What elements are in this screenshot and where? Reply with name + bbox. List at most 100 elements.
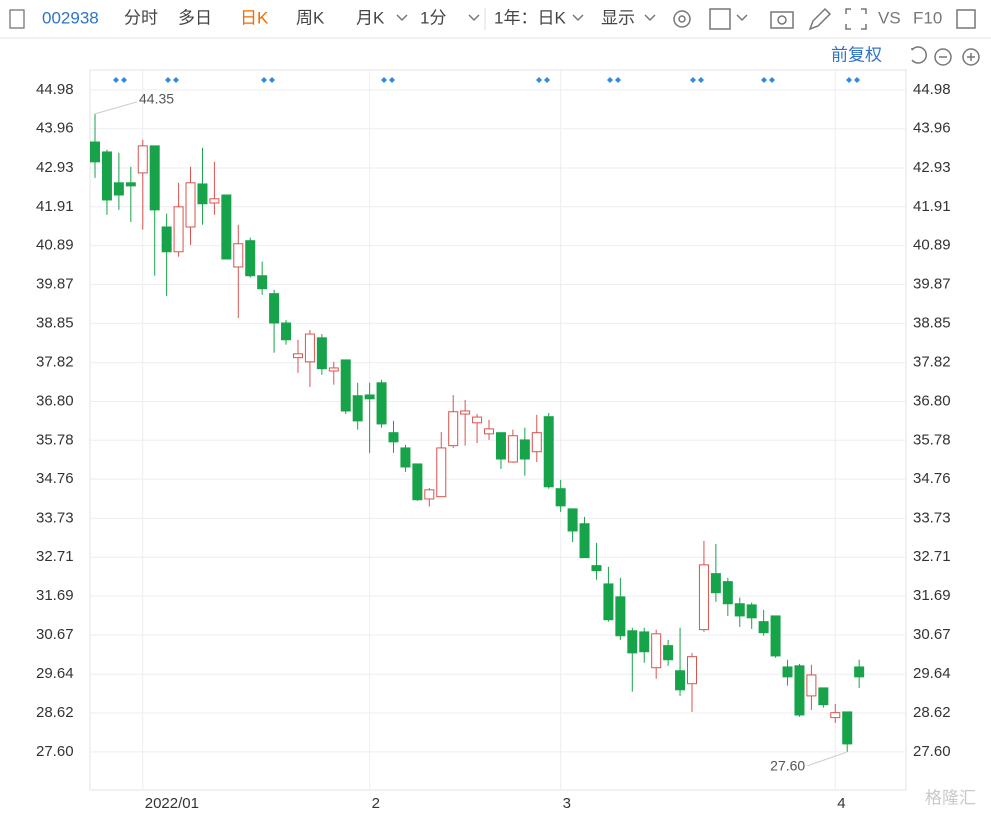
- panel-icon[interactable]: [956, 9, 976, 29]
- min-label: 27.60: [770, 758, 805, 774]
- event-marker: [381, 77, 387, 83]
- dropdown-arrow[interactable]: [572, 14, 584, 22]
- y-tick-label-right: 40.89: [913, 237, 951, 254]
- dropdown-arrow[interactable]: [468, 14, 480, 22]
- y-tick-label-right: 31.69: [913, 587, 951, 604]
- adjust-button[interactable]: 前复权: [831, 45, 882, 64]
- candle-body: [842, 711, 853, 745]
- candle-body: [364, 394, 375, 400]
- event-marker: [544, 77, 550, 83]
- dropdown-arrow[interactable]: [396, 14, 408, 22]
- candle-body: [830, 712, 841, 719]
- dropdown-arrow[interactable]: [736, 14, 748, 22]
- candle-body: [567, 508, 578, 532]
- vs-button[interactable]: VS: [878, 8, 901, 27]
- y-tick-label-right: 30.67: [913, 626, 951, 643]
- color-icon[interactable]: [709, 8, 731, 30]
- settings-icon-core: [678, 15, 686, 23]
- zoom-out-icon[interactable]: [934, 48, 952, 66]
- candle-body: [507, 435, 518, 463]
- candle-body: [460, 410, 471, 415]
- event-marker: [113, 77, 119, 83]
- tab[interactable]: 分时: [124, 8, 158, 27]
- event-marker: [761, 77, 767, 83]
- candle-body: [101, 151, 112, 201]
- candle-body: [543, 416, 554, 488]
- x-tick-label: 2: [372, 795, 380, 812]
- candle-body: [328, 367, 339, 372]
- tab[interactable]: 多日: [178, 8, 212, 27]
- x-tick-label: 2022/01: [145, 795, 199, 812]
- event-marker: [389, 77, 395, 83]
- candle-body: [639, 631, 650, 653]
- event-marker: [173, 77, 179, 83]
- candle-body: [758, 621, 769, 634]
- f10-button[interactable]: F10: [913, 8, 942, 27]
- candle-body: [579, 523, 590, 559]
- tab[interactable]: 月K: [356, 8, 385, 27]
- y-tick-label: 33.73: [36, 509, 74, 526]
- max-leader: [94, 101, 138, 115]
- y-tick-label: 40.89: [36, 237, 74, 254]
- dropdown-arrow[interactable]: [644, 14, 656, 22]
- candle-body: [687, 656, 697, 685]
- candle-body: [651, 633, 662, 669]
- reset-icon[interactable]: [911, 46, 927, 64]
- candle-body: [663, 645, 674, 661]
- candle-body: [555, 488, 566, 507]
- candle-body: [484, 428, 495, 435]
- event-marker: [261, 77, 267, 83]
- candle-body: [197, 183, 208, 205]
- candle-body: [615, 596, 626, 637]
- y-tick-label: 32.71: [36, 548, 74, 565]
- candle-body: [376, 382, 387, 425]
- y-tick-label: 27.60: [36, 743, 74, 760]
- y-tick-label: 35.78: [36, 431, 74, 448]
- candle-body: [519, 439, 530, 460]
- y-tick-label-right: 35.78: [913, 431, 951, 448]
- candle-body: [90, 141, 100, 163]
- min-leader: [807, 751, 848, 767]
- candle-body: [340, 359, 351, 412]
- tab[interactable]: 周K: [296, 8, 325, 27]
- interval[interactable]: 1分: [420, 8, 446, 27]
- y-tick-label: 41.91: [36, 198, 74, 215]
- y-tick-label: 39.87: [36, 275, 74, 292]
- draw-icon[interactable]: [808, 7, 832, 31]
- y-tick-label-right: 33.73: [913, 509, 951, 526]
- candle-body: [257, 275, 268, 290]
- y-tick-label-right: 32.71: [913, 548, 951, 565]
- candle-body: [292, 353, 303, 359]
- tab-active[interactable]: 日K: [240, 8, 269, 27]
- event-marker: [536, 77, 542, 83]
- candle-body: [424, 489, 435, 500]
- candle-body: [603, 583, 614, 621]
- settings-icon[interactable]: [673, 10, 691, 28]
- sidebar-icon[interactable]: [9, 9, 25, 29]
- candle-body: [734, 603, 745, 617]
- event-marker: [769, 77, 775, 83]
- zoom-in-icon[interactable]: [962, 48, 980, 66]
- candle-body: [137, 145, 148, 174]
- event-marker: [607, 77, 613, 83]
- candle-body: [722, 581, 733, 605]
- y-tick-label-right: 39.87: [913, 275, 951, 292]
- camera-icon[interactable]: [770, 11, 794, 29]
- y-tick-label-right: 43.96: [913, 120, 951, 137]
- display[interactable]: 显示: [601, 8, 635, 27]
- candle-body: [806, 674, 817, 697]
- candle-body: [388, 432, 399, 443]
- fullscreen-icon[interactable]: [845, 8, 867, 30]
- zoom-in-plus: [967, 53, 975, 61]
- candle-body: [173, 206, 184, 253]
- candle-body: [304, 333, 315, 363]
- range[interactable]: 1年：日K: [494, 8, 566, 27]
- event-marker: [698, 77, 704, 83]
- candle-body: [448, 411, 459, 447]
- y-tick-label: 38.85: [36, 314, 74, 331]
- candle-body: [149, 145, 160, 211]
- stock-code[interactable]: 002938: [42, 8, 99, 27]
- x-tick-label: 4: [837, 795, 845, 812]
- candle-body: [113, 182, 124, 196]
- y-tick-label: 29.64: [36, 665, 74, 682]
